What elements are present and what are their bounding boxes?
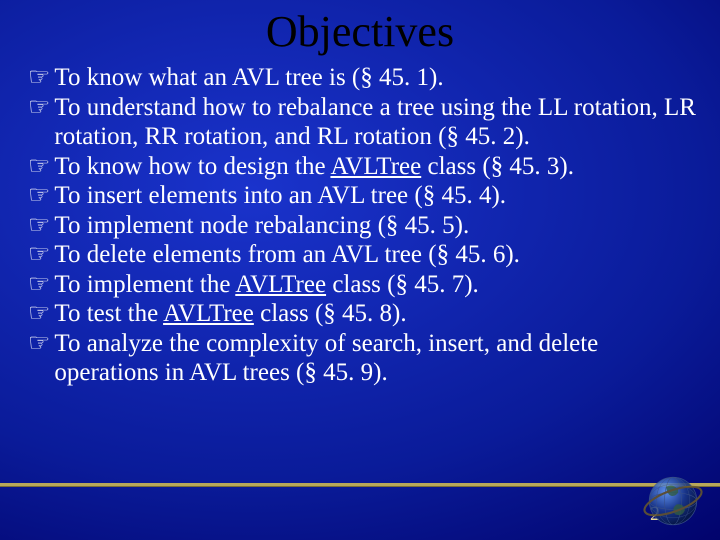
list-item-text: To understand how to rebalance a tree us…: [54, 93, 696, 152]
pointing-hand-icon: ☞: [28, 63, 50, 93]
list-item: ☞ To delete elements from an AVL tree (§…: [28, 240, 696, 270]
list-item: ☞ To implement the AVLTree class (§ 45. …: [28, 270, 696, 300]
list-item: ☞ To analyze the complexity of search, i…: [28, 329, 696, 388]
pointing-hand-icon: ☞: [28, 270, 50, 300]
slide-body: ☞ To know what an AVL tree is (§ 45. 1).…: [0, 63, 720, 388]
pointing-hand-icon: ☞: [28, 299, 50, 329]
list-item: ☞ To test the AVLTree class (§ 45. 8).: [28, 299, 696, 329]
list-item-text: To know what an AVL tree is (§ 45. 1).: [54, 63, 696, 93]
list-item-text: To insert elements into an AVL tree (§ 4…: [54, 181, 696, 211]
list-item-text: To implement node rebalancing (§ 45. 5).: [54, 211, 696, 241]
list-item: ☞ To insert elements into an AVL tree (§…: [28, 181, 696, 211]
list-item-text: To test the AVLTree class (§ 45. 8).: [54, 299, 696, 329]
pointing-hand-icon: ☞: [28, 93, 50, 123]
list-item-text: To implement the AVLTree class (§ 45. 7)…: [54, 270, 696, 300]
pointing-hand-icon: ☞: [28, 240, 50, 270]
list-item: ☞ To know how to design the AVLTree clas…: [28, 152, 696, 182]
pointing-hand-icon: ☞: [28, 181, 50, 211]
slide: Objectives ☞ To know what an AVL tree is…: [0, 0, 720, 540]
list-item-text: To delete elements from an AVL tree (§ 4…: [54, 240, 696, 270]
globe-icon: [638, 466, 708, 536]
list-item: ☞ To implement node rebalancing (§ 45. 5…: [28, 211, 696, 241]
list-item: ☞ To understand how to rebalance a tree …: [28, 93, 696, 152]
slide-title: Objectives: [0, 0, 720, 63]
pointing-hand-icon: ☞: [28, 211, 50, 241]
pointing-hand-icon: ☞: [28, 329, 50, 359]
pointing-hand-icon: ☞: [28, 152, 50, 182]
list-item-text: To analyze the complexity of search, ins…: [54, 329, 696, 388]
list-item-text: To know how to design the AVLTree class …: [54, 152, 696, 182]
footer-rule: [0, 483, 720, 486]
list-item: ☞ To know what an AVL tree is (§ 45. 1).: [28, 63, 696, 93]
